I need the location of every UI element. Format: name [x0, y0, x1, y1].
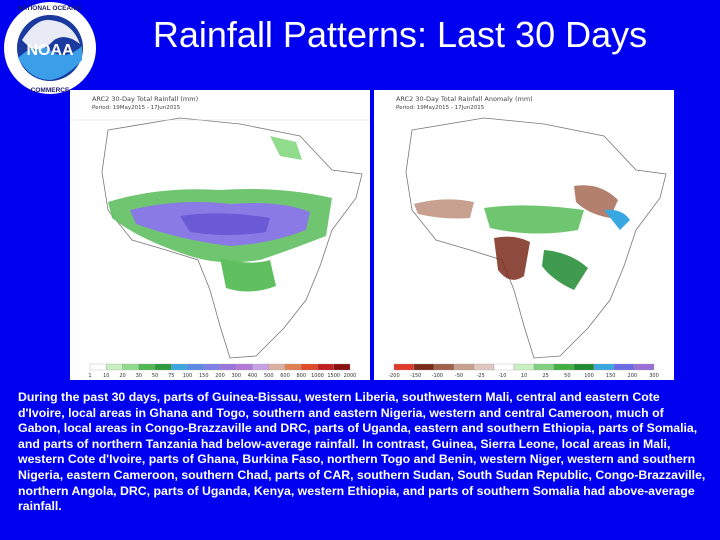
anomaly-legend: -200 -150 -100 -50 -25 -10 10 25 50 100 150 200 300	[388, 363, 659, 379]
rainfall-wet-zone	[108, 136, 332, 292]
legend-tick-label: 50	[564, 373, 570, 379]
legend-swatch	[203, 363, 221, 371]
legend-tick-label: 1500	[327, 373, 340, 379]
legend-tick-label: 1	[88, 373, 91, 379]
legend-tick-label: -50	[455, 373, 463, 379]
legend-swatch	[413, 363, 435, 371]
svg-text:NATIONAL OCEANIC: NATIONAL OCEANIC	[18, 5, 83, 12]
legend-tick-label: -200	[388, 373, 399, 379]
legend-swatch	[252, 363, 269, 371]
legend-tick-label: 20	[119, 373, 125, 379]
legend-swatch	[301, 363, 318, 371]
rainfall-legend: 1 10 20 30 50 75 100 150 200 300 400 500 600 800 1000 1…	[88, 363, 357, 379]
map-period: Period: 19May2015 - 17Jun2015	[396, 105, 485, 111]
legend-tick-label: 300	[231, 373, 241, 379]
legend-swatch	[122, 363, 139, 371]
legend-tick-label: 600	[280, 373, 290, 379]
legend-swatch	[393, 363, 415, 371]
legend-swatch	[268, 363, 286, 371]
legend-swatch	[453, 363, 475, 371]
legend-swatch	[284, 363, 302, 371]
legend-swatch	[473, 363, 495, 371]
logo-wordmark: NOAA	[26, 42, 74, 59]
legend-tick-label: -150	[410, 373, 421, 379]
rainfall-anomaly-map: ARC2 30-Day Total Rainfall Anomaly (mm) …	[374, 90, 674, 380]
legend-swatch	[573, 363, 595, 371]
legend-swatch	[219, 363, 237, 371]
legend-swatch	[187, 363, 204, 371]
legend-tick-label: 25	[542, 373, 548, 379]
legend-swatch	[553, 363, 575, 371]
legend-tick-label: 1000	[311, 373, 324, 379]
legend-tick-label: 2000	[344, 373, 357, 379]
legend-swatch	[533, 363, 555, 371]
legend-tick-label: 200	[215, 373, 225, 379]
legend-swatch	[433, 363, 455, 371]
legend-swatch	[633, 363, 655, 371]
legend-swatch	[138, 363, 156, 371]
legend-tick-label: 800	[296, 373, 306, 379]
legend-swatch	[317, 363, 334, 371]
legend-swatch	[236, 363, 253, 371]
legend-tick-label: 50	[152, 373, 158, 379]
legend-swatch	[333, 363, 351, 371]
slide-caption: During the past 30 days, parts of Guinea…	[18, 390, 706, 514]
legend-swatch	[593, 363, 615, 371]
legend-tick-label: 100	[183, 373, 193, 379]
legend-tick-label: -100	[432, 373, 443, 379]
anomaly-zones	[414, 185, 630, 290]
legend-tick-label: -10	[498, 373, 506, 379]
slide-title: Rainfall Patterns: Last 30 Days	[152, 14, 648, 55]
legend-swatch	[513, 363, 535, 371]
svg-text:COMMERCE: COMMERCE	[31, 87, 70, 94]
map-title: ARC2 30-Day Total Rainfall (mm)	[92, 95, 198, 103]
legend-swatch	[89, 363, 107, 371]
legend-tick-label: 30	[136, 373, 142, 379]
map-title: ARC2 30-Day Total Rainfall Anomaly (mm)	[396, 95, 533, 103]
legend-tick-label: 75	[168, 373, 174, 379]
rainfall-total-map: ARC2 30-Day Total Rainfall (mm) Period: …	[70, 90, 370, 380]
africa-shape	[405, 117, 667, 359]
map-period: Period: 19May2015 - 17Jun2015	[92, 105, 181, 111]
noaa-logo: NOAA NATIONAL OCEANIC COMMERCE	[2, 0, 98, 96]
legend-swatch	[171, 363, 188, 371]
legend-tick-label: 10	[521, 373, 527, 379]
legend-tick-label: 10	[103, 373, 109, 379]
legend-swatch	[493, 363, 515, 371]
legend-tick-label: 300	[649, 373, 659, 379]
legend-tick-label: -25	[477, 373, 485, 379]
legend-swatch	[613, 363, 635, 371]
legend-tick-label: 500	[264, 373, 274, 379]
legend-swatch	[154, 363, 172, 371]
legend-tick-label: 150	[199, 373, 209, 379]
legend-swatch	[106, 363, 123, 371]
legend-tick-label: 400	[248, 373, 258, 379]
legend-tick-label: 100	[584, 373, 594, 379]
legend-tick-label: 150	[606, 373, 616, 379]
legend-tick-label: 200	[628, 373, 638, 379]
